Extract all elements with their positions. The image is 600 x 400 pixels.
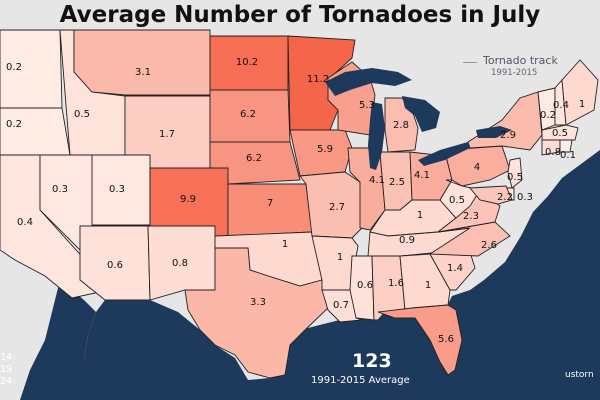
state-nj — [507, 157, 523, 189]
state-ma — [541, 124, 579, 141]
state-value-ma: 0.5 — [552, 128, 568, 139]
state-ri — [559, 139, 573, 153]
side-year-label: 19 — [0, 364, 13, 375]
state-value-va: 2.3 — [463, 211, 479, 222]
state-value-wy: 1.7 — [159, 129, 175, 140]
state-value-in: 2.5 — [389, 177, 405, 188]
gulf-water — [285, 300, 428, 400]
state-mo — [299, 171, 363, 239]
state-value-nj: 0.5 — [507, 172, 523, 183]
state-value-ok: 1 — [282, 239, 288, 250]
side-year-label: 24 — [0, 376, 13, 387]
lake-ontario — [476, 126, 512, 138]
lake-superior — [325, 68, 412, 96]
state-value-fl: 5.6 — [438, 334, 454, 345]
state-ia — [289, 129, 353, 177]
state-value-pa: 4 — [474, 162, 480, 173]
side-year-labels: 14 19 24 — [0, 352, 12, 388]
state-value-mo: 2.7 — [329, 202, 345, 213]
state-value-sc: 1.4 — [447, 263, 463, 274]
state-value-id: 0.5 — [74, 109, 90, 120]
state-value-vt: 0.2 — [540, 110, 556, 121]
state-value-ks: 7 — [267, 198, 273, 209]
lake-erie — [418, 142, 470, 166]
lake-huron — [402, 96, 440, 132]
state-fl — [377, 304, 463, 376]
state-value-mi: 2.8 — [393, 120, 409, 131]
state-me — [561, 59, 599, 126]
state-value-me: 1 — [579, 99, 585, 110]
state-value-tx: 3.3 — [250, 297, 266, 308]
legend-years: 1991-2015 — [491, 68, 538, 78]
states-layer — [0, 29, 599, 379]
map-title: Average Number of Tornadoes in July — [59, 2, 541, 28]
state-value-co: 9.9 — [180, 194, 196, 205]
state-value-mt: 3.1 — [135, 67, 151, 78]
state-ms — [349, 255, 375, 321]
state-value-md: 2.2 — [497, 192, 513, 203]
legend-label: Tornado track — [483, 54, 558, 67]
state-mt — [73, 29, 211, 96]
state-tx — [184, 247, 329, 379]
state-wv — [439, 179, 481, 219]
state-value-nm: 0.8 — [172, 258, 188, 269]
state-az — [79, 225, 151, 301]
state-value-sd: 6.2 — [240, 109, 256, 120]
state-value-il: 4.1 — [369, 175, 385, 186]
state-value-ca: 0.4 — [17, 217, 33, 228]
state-value-ct: 0.8 — [545, 147, 561, 158]
state-value-wi: 5.3 — [359, 100, 375, 111]
state-ks — [227, 183, 313, 237]
credit-text: ustorn — [565, 370, 594, 380]
state-value-ri: 0.1 — [560, 150, 576, 161]
state-value-ut: 0.3 — [109, 184, 125, 195]
state-value-al: 1.6 — [388, 278, 404, 289]
state-value-nd: 10.2 — [236, 57, 258, 68]
state-value-nc: 2.6 — [481, 240, 497, 251]
state-value-oh: 4.1 — [414, 170, 430, 181]
track-line-swatch — [463, 62, 477, 63]
state-value-az: 0.6 — [107, 260, 123, 271]
state-value-labels: 0.20.20.40.30.53.11.70.39.90.6 0.810.26.2… — [6, 57, 585, 345]
state-value-ar: 1 — [337, 252, 343, 263]
state-value-nv: 0.3 — [52, 184, 68, 195]
state-value-de: 0.3 — [517, 192, 533, 203]
state-value-ga: 1 — [425, 280, 431, 291]
state-value-nh: 0.4 — [553, 100, 569, 111]
baja-water — [20, 280, 96, 400]
state-or — [0, 107, 71, 156]
state-value-ky: 1 — [417, 210, 423, 221]
great-lakes — [325, 68, 512, 170]
state-value-mn: 11.2 — [307, 74, 329, 85]
total-average-value: 123 — [352, 350, 392, 372]
state-value-ny: 2.9 — [500, 130, 516, 141]
total-average-label: 1991-2015 Average — [311, 375, 410, 386]
state-md — [469, 185, 513, 205]
state-value-ia: 5.9 — [317, 144, 333, 155]
state-value-wa: 0.2 — [6, 62, 22, 73]
lake-michigan — [368, 102, 385, 170]
side-year-label: 14 — [0, 352, 13, 363]
state-value-la: 0.7 — [333, 300, 349, 311]
state-value-ne: 6.2 — [246, 153, 262, 164]
state-value-or: 0.2 — [6, 119, 22, 130]
state-value-tn: 0.9 — [399, 235, 415, 246]
state-value-wv: 0.5 — [449, 195, 465, 206]
state-value-ms: 0.6 — [357, 280, 373, 291]
